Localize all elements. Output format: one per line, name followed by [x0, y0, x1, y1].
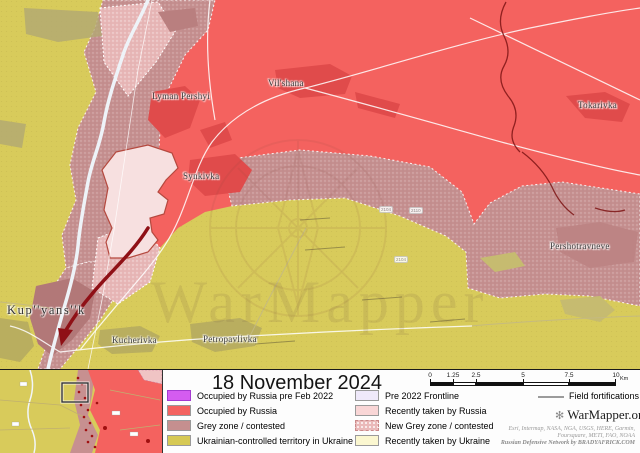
brand: ✻WarMapper.org — [555, 407, 640, 423]
minimap-grey-band — [70, 370, 98, 453]
settlement-patch — [480, 252, 525, 272]
minimap-roads — [0, 389, 161, 431]
label-kucherivka: Kucherivka — [112, 335, 157, 345]
settlement-vilshana — [355, 92, 400, 118]
field-fortifications-label: Field fortifications — [569, 391, 640, 401]
map-canvas: WarMapper Lyman Pershyi Vil'shana Tokari… — [0, 0, 640, 369]
advance-arrow-head — [58, 328, 73, 346]
compass-rose-icon: ✻ — [555, 410, 565, 422]
legend-label: Ukrainian-controlled territory in Ukrain… — [197, 436, 354, 446]
minimap-fortification-dots — [76, 376, 150, 449]
fortification-lines — [499, 1, 626, 216]
label-kupyansk: Kup''yans''k — [7, 303, 86, 317]
legend-panel: 18 November 2024 0 1.25 2.5 5 7.5 10 Km — [163, 370, 640, 453]
minimap-place-boxes — [11, 381, 139, 437]
field-fortification-symbol — [538, 396, 564, 398]
forest-patch — [24, 8, 102, 42]
minimap-recent-band — [137, 369, 163, 385]
label-vilshana: Vil'shana — [268, 78, 304, 88]
forest-patch — [0, 120, 26, 148]
minimap-russia — [88, 370, 162, 453]
minimap-graphic — [0, 369, 163, 453]
footer-bar: 18 November 2024 0 1.25 2.5 5 7.5 10 Km — [0, 369, 640, 453]
scale-tick-label: 7.5 — [564, 372, 574, 379]
tree-lines — [254, 217, 466, 345]
settlement-kucherivka — [98, 326, 160, 354]
legend-label: Grey zone / contested — [197, 421, 286, 431]
legend-swatch — [167, 390, 191, 401]
legend-label: New Grey zone / contested — [385, 421, 494, 431]
roads-main — [9, 0, 640, 353]
settlement-synkivka — [188, 154, 252, 196]
settlement-kupyansk-west — [0, 318, 34, 362]
road-shield: 2104 — [394, 256, 409, 263]
legend-swatch — [167, 405, 191, 416]
settlement-patch — [560, 296, 615, 322]
minimap-river — [27, 369, 36, 453]
minimap-viewport-rect — [61, 382, 89, 403]
settlement-lyman-pershyi — [148, 86, 200, 138]
attribution: Esri, Intermap, NASA, NGA, USGS, HERE, G… — [415, 426, 635, 447]
settlement-tokarivka — [566, 92, 630, 122]
label-lyman-pershyi: Lyman Pershyi — [152, 91, 211, 101]
legend-swatch-hatched — [355, 420, 379, 431]
map-graphic — [0, 0, 640, 369]
zone-ukrainian-west — [0, 0, 103, 369]
zone-recently-taken-russia-pocket — [101, 144, 179, 259]
legend-label: Recently taken by Russia — [385, 406, 487, 416]
attribution-line: Foursquare, METI, FAO, NOAA — [557, 433, 635, 439]
scale-unit: Km — [620, 376, 629, 382]
legend-label: Pre 2022 Frontline — [385, 391, 460, 401]
overview-minimap — [0, 369, 163, 453]
scale-tick-label: 0 — [428, 372, 432, 379]
compass-watermark — [209, 139, 387, 317]
settlement-kindrashivka-area — [158, 8, 198, 32]
legend-swatch — [355, 390, 379, 401]
label-pershotravneve: Pershotravneve — [550, 241, 610, 251]
map-date: 18 November 2024 — [211, 372, 383, 394]
legend-swatch — [167, 435, 191, 446]
label-petropavlivka: Petropavlivka — [203, 334, 257, 344]
legend-swatch — [167, 420, 191, 431]
legend-label: Occupied by Russia — [197, 406, 278, 416]
road-shield: 2104 — [379, 206, 394, 213]
scale-tick-label: 10 — [612, 372, 620, 379]
scale-tick-label: 5 — [521, 372, 525, 379]
attribution-line: Esri, Intermap, NASA, NGA, USGS, HERE, G… — [508, 426, 636, 432]
legend-swatch — [355, 405, 379, 416]
legend-swatch — [355, 435, 379, 446]
settlement-pershotravneve — [556, 222, 638, 268]
advance-arrow — [64, 226, 150, 332]
scale-tick-label: 1.25 — [446, 372, 460, 379]
label-synkivka: Synkivka — [183, 171, 220, 181]
oskil-river — [46, 0, 150, 369]
railway — [87, 0, 153, 369]
settlement-vilshana — [275, 64, 352, 98]
attribution-line: Russian Defensive Network by BRADYAFRICK… — [500, 440, 635, 446]
legend-label: Occupied by Russia pre Feb 2022 — [197, 391, 334, 401]
road-shield: 2110 — [409, 207, 423, 214]
legend-label: Recently taken by Ukraine — [385, 436, 491, 446]
brand-name: WarMapper.org — [567, 407, 640, 422]
label-tokarivka: Tokarivka — [578, 100, 618, 110]
scale-tick-label: 2.5 — [471, 372, 481, 379]
settlement-petropavlivka — [190, 318, 262, 352]
